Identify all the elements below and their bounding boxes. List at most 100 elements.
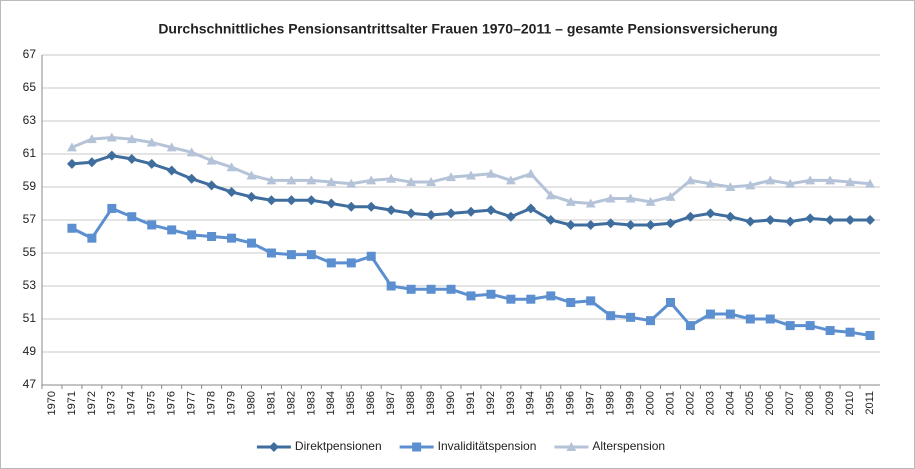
y-tick-label: 47 [23,377,37,391]
data-point [426,284,436,294]
data-point [226,186,237,197]
x-tick-label: 1999 [625,391,637,415]
data-point [785,321,795,331]
data-point [485,168,496,178]
data-point [765,215,776,225]
data-point [745,216,756,227]
x-tick-label: 1978 [206,391,218,415]
y-tick-label: 57 [23,212,37,226]
x-tick-label: 1970 [46,391,58,415]
y-tick-label: 67 [23,47,37,61]
data-point [586,296,596,306]
x-tick-label: 1988 [405,391,417,415]
data-point [87,233,97,243]
data-point [286,250,296,260]
data-point [326,198,337,209]
data-point [306,195,317,206]
data-point [825,175,836,185]
data-point [266,175,277,185]
data-point [326,177,337,187]
data-point [545,190,556,200]
data-point [765,314,775,324]
data-point [167,225,177,235]
x-tick-label: 1992 [485,391,497,415]
x-tick-label: 1975 [146,391,158,415]
data-point [565,219,576,230]
data-point [206,155,217,165]
data-point [645,219,656,230]
data-point [566,298,576,307]
x-tick-label: 2001 [664,391,676,415]
x-tick-label: 1981 [265,391,277,415]
x-tick-label: 1977 [186,391,198,415]
data-point [406,208,417,219]
data-point [406,177,417,187]
data-point [187,230,197,240]
data-point [745,314,755,324]
y-tick-label: 65 [23,80,37,94]
data-point [346,178,357,188]
data-point [605,193,616,203]
data-point [386,173,397,183]
data-point [606,311,616,321]
x-tick-label: 2007 [784,391,796,415]
data-point [485,205,496,216]
data-point [626,312,636,322]
data-point [286,175,297,185]
x-tick-label: 2002 [684,391,696,415]
data-point [825,326,835,336]
y-tick-label: 61 [23,146,37,160]
data-point [805,321,815,331]
x-tick-label: 1994 [525,391,537,415]
data-point [146,137,157,147]
legend-marker [412,442,422,452]
x-tick-label: 1973 [106,391,118,415]
data-point [266,248,276,258]
data-point [227,233,237,243]
x-tick-label: 2003 [704,391,716,415]
data-point [505,211,516,222]
data-point [646,316,656,326]
y-tick-label: 63 [23,113,37,127]
data-point [505,175,516,185]
x-tick-label: 1985 [345,391,357,415]
data-point [785,216,796,227]
x-tick-label: 1991 [465,391,477,415]
data-point [366,251,376,261]
data-point [705,309,715,319]
data-point [845,327,855,337]
data-point [446,284,456,294]
data-point [645,196,656,206]
data-point [805,213,816,224]
data-point [247,238,256,248]
data-point [725,182,736,191]
data-point [845,177,856,187]
data-point [246,170,257,180]
data-point [525,168,536,178]
x-tick-label: 1990 [445,391,457,415]
data-point [426,177,437,187]
x-tick-label: 1982 [285,391,297,415]
data-point [86,134,97,144]
legend-marker [566,442,577,451]
data-point [106,132,117,142]
x-tick-label: 1986 [365,391,377,415]
data-point [446,172,457,182]
data-point [66,142,77,152]
data-point [825,215,836,225]
data-point [106,150,117,161]
data-point [207,232,217,241]
data-point [126,153,137,164]
x-tick-label: 2009 [824,391,836,415]
data-point [166,142,177,152]
y-tick-label: 59 [23,179,37,193]
data-point [666,298,675,307]
data-point [346,201,357,212]
x-tick-label: 1997 [585,391,597,415]
data-point [366,175,377,185]
data-point [585,219,596,230]
x-tick-label: 1996 [565,391,577,415]
data-point [865,178,876,188]
data-point [605,218,616,229]
